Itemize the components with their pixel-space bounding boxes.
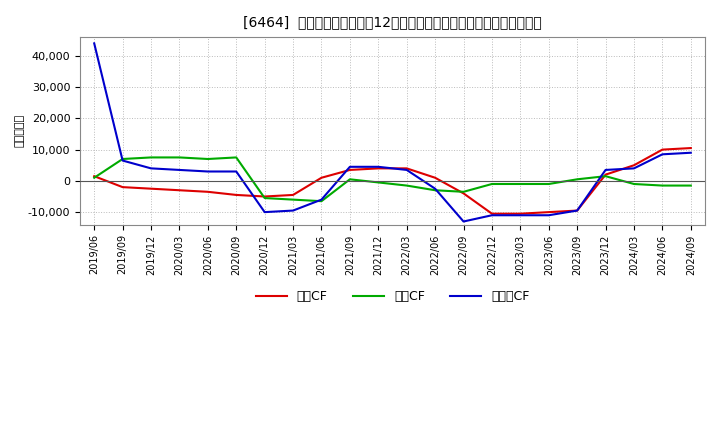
投資CF <box>232 155 240 160</box>
投資CF <box>204 156 212 161</box>
投資CF <box>630 181 639 187</box>
投資CF <box>90 175 99 180</box>
営業CF <box>232 192 240 198</box>
フリーCF <box>686 150 695 155</box>
投資CF <box>374 180 382 185</box>
Y-axis label: （百万円）: （百万円） <box>15 114 25 147</box>
Line: 投資CF: 投資CF <box>94 158 690 201</box>
営業CF <box>374 166 382 171</box>
Line: フリーCF: フリーCF <box>94 44 690 221</box>
フリーCF <box>459 219 468 224</box>
投資CF <box>118 156 127 161</box>
フリーCF <box>658 152 667 157</box>
投資CF <box>459 189 468 194</box>
フリーCF <box>204 169 212 174</box>
投資CF <box>289 197 297 202</box>
営業CF <box>118 184 127 190</box>
営業CF <box>487 211 496 216</box>
投資CF <box>346 177 354 182</box>
投資CF <box>431 187 439 193</box>
営業CF <box>516 211 525 216</box>
投資CF <box>261 195 269 201</box>
フリーCF <box>346 164 354 169</box>
営業CF <box>544 209 553 215</box>
フリーCF <box>289 208 297 213</box>
営業CF <box>204 189 212 194</box>
Title: [6464]  キャッシュフローの12か月移動合計の対前年同期増減額の推移: [6464] キャッシュフローの12か月移動合計の対前年同期増減額の推移 <box>243 15 542 29</box>
営業CF <box>573 208 582 213</box>
フリーCF <box>516 213 525 218</box>
営業CF <box>630 163 639 168</box>
投資CF <box>402 183 411 188</box>
投資CF <box>658 183 667 188</box>
投資CF <box>544 181 553 187</box>
営業CF <box>261 194 269 199</box>
営業CF <box>175 187 184 193</box>
フリーCF <box>261 209 269 215</box>
営業CF <box>317 175 325 180</box>
フリーCF <box>573 208 582 213</box>
Line: 営業CF: 営業CF <box>94 148 690 214</box>
フリーCF <box>147 166 156 171</box>
フリーCF <box>374 164 382 169</box>
フリーCF <box>544 213 553 218</box>
フリーCF <box>601 167 610 172</box>
投資CF <box>317 198 325 204</box>
営業CF <box>402 166 411 171</box>
投資CF <box>175 155 184 160</box>
フリーCF <box>175 167 184 172</box>
投資CF <box>573 177 582 182</box>
フリーCF <box>487 213 496 218</box>
投資CF <box>487 181 496 187</box>
営業CF <box>459 191 468 196</box>
営業CF <box>289 192 297 198</box>
投資CF <box>601 173 610 179</box>
営業CF <box>431 175 439 180</box>
フリーCF <box>431 186 439 191</box>
フリーCF <box>402 167 411 172</box>
営業CF <box>601 172 610 177</box>
投資CF <box>147 155 156 160</box>
フリーCF <box>630 166 639 171</box>
フリーCF <box>317 197 325 202</box>
フリーCF <box>118 158 127 163</box>
営業CF <box>686 145 695 150</box>
営業CF <box>147 186 156 191</box>
フリーCF <box>232 169 240 174</box>
営業CF <box>346 167 354 172</box>
Legend: 営業CF, 投資CF, フリーCF: 営業CF, 投資CF, フリーCF <box>251 286 534 308</box>
フリーCF <box>90 41 99 46</box>
投資CF <box>516 181 525 187</box>
営業CF <box>90 173 99 179</box>
営業CF <box>658 147 667 152</box>
投資CF <box>686 183 695 188</box>
